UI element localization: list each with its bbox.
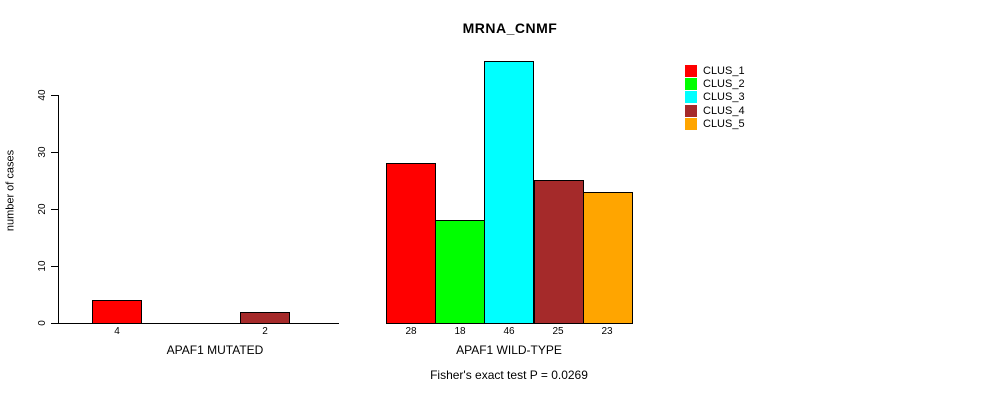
y-axis-tick [51,209,58,210]
y-axis-tick [51,323,58,324]
legend-swatch-clus_1 [685,65,697,77]
legend-swatch-clus_5 [685,118,697,130]
y-axis-tick [51,266,58,267]
x-axis-group-label: APAF1 MUTATED [166,343,264,357]
y-tick-label: 30 [36,146,48,158]
legend-item-clus_5: CLUS_5 [685,118,745,130]
bar-value-label: 2 [262,326,268,337]
x-axis-group-label: APAF1 WILD-TYPE [456,343,562,357]
y-tick-label: 40 [36,89,48,101]
y-axis-label: number of cases [4,149,16,232]
y-tick-label: 10 [36,260,48,272]
legend-label: CLUS_1 [703,65,745,77]
legend-label: CLUS_2 [703,78,745,90]
legend-swatch-clus_2 [685,78,697,90]
legend-label: CLUS_5 [703,118,745,130]
bar-value-label: 18 [454,326,466,337]
legend-item-clus_3: CLUS_3 [685,91,745,103]
bar-value-label: 28 [405,326,417,337]
y-axis-tick [51,152,58,153]
legend-swatch-clus_4 [685,105,697,117]
legend-item-clus_1: CLUS_1 [685,65,745,77]
bar-apaf1-wild-type-clus_5 [583,192,633,324]
y-tick-label: 0 [36,320,48,326]
y-axis-tick [51,95,58,96]
y-axis [58,95,59,324]
x-axis-line [57,323,339,324]
chart-title: MRNA_CNMF [462,20,558,36]
bar-apaf1-wild-type-clus_2 [435,220,485,324]
bar-apaf1-wild-type-clus_3 [484,61,534,324]
y-tick-label: 20 [36,203,48,215]
legend-item-clus_2: CLUS_2 [685,78,745,90]
legend-swatch-clus_3 [685,91,697,103]
bar-value-label: 23 [601,326,613,337]
legend-item-clus_4: CLUS_4 [685,105,745,117]
bar-value-label: 4 [114,326,120,337]
bar-apaf1-wild-type-clus_1 [386,163,436,324]
bar-apaf1-mutated-clus_1 [92,300,142,324]
fisher-test-annotation: Fisher's exact test P = 0.0269 [430,368,588,382]
legend-label: CLUS_4 [703,105,745,117]
bar-apaf1-wild-type-clus_4 [534,180,584,324]
bar-apaf1-mutated-clus_4 [240,312,290,324]
legend-label: CLUS_3 [703,91,745,103]
bar-value-label: 46 [503,326,515,337]
bar-value-label: 25 [552,326,564,337]
